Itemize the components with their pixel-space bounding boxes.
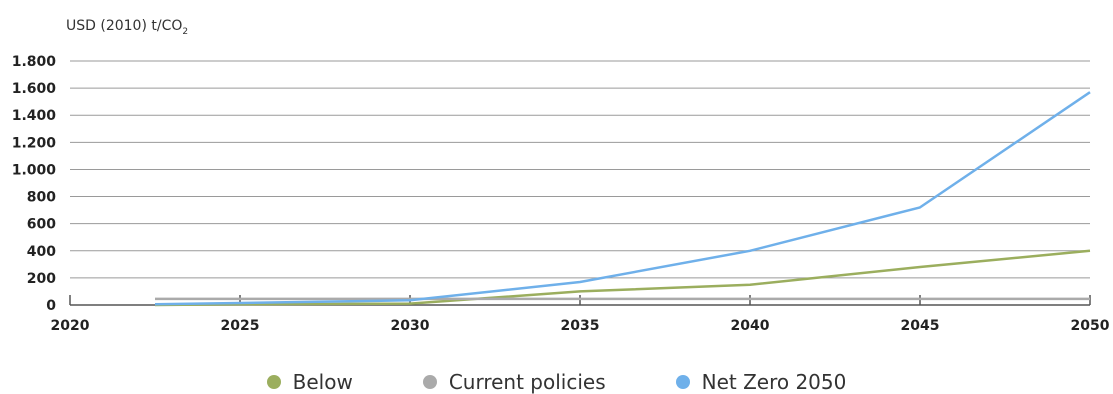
series-line-below	[154, 249, 1091, 307]
legend-item: Current policies	[422, 370, 606, 394]
legend-label: Below	[292, 370, 353, 394]
y-tick-label: 1.600	[12, 81, 57, 97]
line-chart: 0 200 400 600 800 1.000 1.200 1.400 1.600 1.800 2…	[12, 54, 1110, 334]
series-line-net-zero-2050	[154, 91, 1091, 306]
series-lines	[154, 91, 1091, 307]
legend-label: Current policies	[448, 370, 606, 394]
y-tick-label: 1.400	[12, 108, 57, 124]
y-tick-label: 200	[27, 271, 56, 287]
x-tick-label: 2035	[561, 318, 600, 334]
y-axis-unit-text: USD (2010) t/CO	[66, 18, 183, 34]
y-tick-label: 1.200	[12, 135, 57, 151]
y-tick-label: 800	[27, 190, 56, 206]
legend-item: Net Zero 2050	[675, 370, 847, 394]
legend-dot-icon	[422, 375, 437, 389]
x-tick-label: 2050	[1071, 318, 1110, 334]
legend: Below Current policies Net Zero 2050	[0, 370, 1113, 394]
y-tick-label: 600	[27, 217, 56, 233]
y-tick-label: 0	[46, 298, 56, 314]
x-tick-label: 2020	[51, 318, 90, 334]
y-tick-label: 400	[27, 244, 56, 260]
legend-dot-icon	[266, 375, 281, 389]
x-tick-label: 2040	[731, 318, 770, 334]
x-tick-label: 2030	[391, 318, 430, 334]
legend-label: Net Zero 2050	[701, 370, 847, 394]
y-tick-label: 1.000	[12, 162, 57, 178]
x-tick-label: 2045	[901, 318, 940, 334]
gridlines	[70, 60, 1090, 306]
y-tick-label: 1.800	[12, 54, 57, 70]
legend-item: Below	[266, 370, 353, 394]
y-axis-unit-label: USD (2010) t/CO2	[66, 18, 188, 37]
y-axis-ticks: 0 200 400 600 800 1.000 1.200 1.400 1.600 1.800	[12, 54, 57, 314]
y-axis-unit-subscript: 2	[182, 26, 189, 37]
legend-dot-icon	[675, 375, 690, 389]
x-axis-ticks: 2020 2025 2030 2035 2040 2045 2050	[51, 295, 1110, 334]
x-tick-label: 2025	[221, 318, 260, 334]
